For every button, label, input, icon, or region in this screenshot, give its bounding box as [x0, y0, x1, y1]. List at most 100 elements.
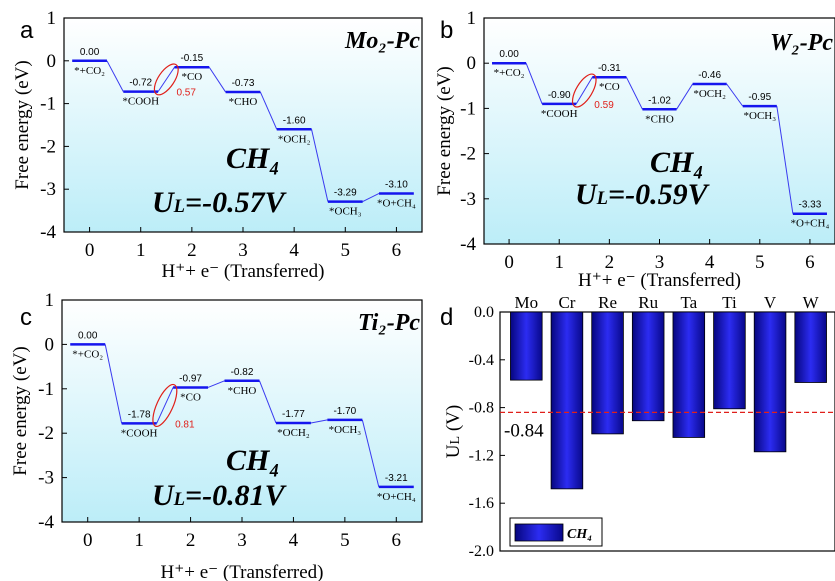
- species-label: *CHO: [645, 113, 674, 125]
- plot-background: [62, 300, 422, 522]
- y-tick-label: -4: [38, 512, 54, 533]
- level-connector: [362, 193, 380, 203]
- species-label: *CO: [599, 81, 620, 93]
- limiting-step-value: 0.57: [176, 88, 196, 99]
- y-tick-label: 0.0: [474, 304, 494, 321]
- panel-letter: d: [440, 304, 453, 331]
- y-tick-label: 0: [467, 53, 477, 74]
- species-label: *CO: [181, 71, 202, 83]
- y-tick-label: -3: [38, 468, 54, 489]
- limiting-potential-label: UL=-0.59V: [575, 178, 711, 211]
- legend-label: CH₄: [567, 527, 592, 542]
- product-label: CH₄: [226, 444, 280, 477]
- x-tick-label: 6: [392, 530, 402, 551]
- level-connector: [361, 419, 380, 488]
- y-axis-label: UL (V): [443, 405, 464, 458]
- level-connector: [776, 106, 794, 214]
- y-tick-label: -2: [40, 136, 56, 157]
- x-tick-label: 5: [755, 252, 765, 273]
- level-value-label: -3.29: [334, 188, 357, 199]
- bar-ru: [631, 311, 665, 422]
- level-value-label: -0.46: [698, 70, 721, 81]
- limiting-potential-U: U: [152, 479, 175, 512]
- bar-re: [591, 311, 624, 435]
- energy-panel-c: c10-1-2-3-40 1 2 3 4 5 6H⁺+ e⁻ (Transferred)Fr…: [10, 290, 423, 581]
- level-value-label: -0.72: [129, 78, 152, 89]
- species-label: *O+CH₄: [377, 197, 416, 209]
- level-value-label: -1.60: [283, 115, 306, 126]
- level-value-label: 0.00: [80, 47, 100, 58]
- limiting-potential-value: =-0.57V: [185, 186, 288, 219]
- bar-ti: [713, 311, 746, 410]
- level-value-label: -3.10: [385, 179, 408, 190]
- product-label: CH₄: [650, 146, 704, 179]
- y-tick-label: 0: [45, 334, 55, 355]
- y-tick-label: -3: [40, 179, 56, 200]
- y-axis-label-sub: L: [448, 436, 463, 445]
- category-label: Re: [598, 293, 617, 312]
- species-label: *O+CH₄: [791, 218, 830, 230]
- species-label: *OCH₂: [693, 88, 726, 100]
- species-label: *+CO₂: [494, 67, 525, 79]
- level-value-label: -0.15: [180, 53, 203, 64]
- limiting-step-value: 0.81: [175, 419, 195, 430]
- level-connector: [311, 129, 329, 202]
- level-value-label: -0.97: [179, 373, 202, 384]
- y-tick-label: 0: [47, 51, 57, 72]
- species-label: *+CO₂: [72, 348, 103, 360]
- plot-background: [64, 18, 422, 232]
- x-axis-label: H⁺+ e⁻ (Transferred): [161, 261, 324, 282]
- x-tick-label: 2: [186, 530, 196, 551]
- level-connector: [104, 344, 123, 424]
- y-tick-label: -4: [40, 222, 56, 243]
- y-tick-label: -0.8: [469, 400, 494, 417]
- species-label: *+CO₂: [74, 65, 105, 77]
- y-tick-label: -2.0: [469, 543, 494, 560]
- level-value-label: -1.78: [128, 409, 151, 420]
- limiting-potential-value: =-0.81V: [185, 479, 288, 512]
- x-tick-label: 0: [85, 240, 95, 261]
- level-value-label: 0.00: [499, 49, 519, 60]
- level-value-label: -3.21: [385, 473, 408, 484]
- level-connector: [575, 76, 593, 105]
- y-tick-label: -4: [460, 234, 476, 255]
- limiting-potential-sub: L: [596, 188, 608, 209]
- species-label: *O+CH₄: [377, 491, 416, 503]
- x-tick-label: 3: [655, 252, 665, 273]
- bar-mo: [510, 311, 543, 381]
- limiting-potential-label: UL=-0.57V: [152, 186, 288, 219]
- y-tick-label: -3: [460, 189, 476, 210]
- panel-letter: c: [20, 304, 32, 331]
- limiting-potential-sub: L: [173, 489, 185, 510]
- species-label: *COOH: [121, 427, 158, 439]
- x-tick-label: 1: [134, 530, 144, 551]
- y-axis-label-U: U: [443, 444, 464, 458]
- limiting-potential-U: U: [575, 178, 598, 211]
- level-value-label: -0.90: [548, 90, 571, 101]
- x-tick-label: 3: [238, 240, 248, 261]
- y-tick-label: 1: [47, 8, 57, 29]
- x-tick-label: 4: [289, 240, 299, 261]
- category-label: W: [803, 293, 820, 312]
- legend: CH₄: [509, 517, 603, 547]
- plot-background: [484, 18, 835, 244]
- x-tick-label: 2: [187, 240, 197, 261]
- y-tick-label: -2: [38, 423, 54, 444]
- x-tick-label: 1: [554, 252, 564, 273]
- x-tick-label: 6: [392, 240, 402, 261]
- level-value-label: -1.02: [648, 95, 671, 106]
- legend-swatch: [514, 523, 564, 542]
- category-label: Cr: [558, 293, 575, 312]
- level-value-label: -0.73: [232, 78, 255, 89]
- y-tick-label: -2: [460, 144, 476, 165]
- limiting-potential-value: =-0.59V: [608, 178, 711, 211]
- species-label: *CO: [180, 391, 201, 403]
- limiting-potential-label: UL=-0.81V: [152, 479, 288, 512]
- bar-v: [753, 311, 787, 453]
- x-tick-label: 6: [805, 252, 815, 273]
- x-tick-label: 4: [705, 252, 715, 273]
- level-connector: [259, 91, 278, 130]
- y-axis-label: Free energy (eV): [10, 346, 31, 475]
- limiting-step-value: 0.59: [594, 100, 614, 111]
- level-value-label: -1.77: [282, 409, 305, 420]
